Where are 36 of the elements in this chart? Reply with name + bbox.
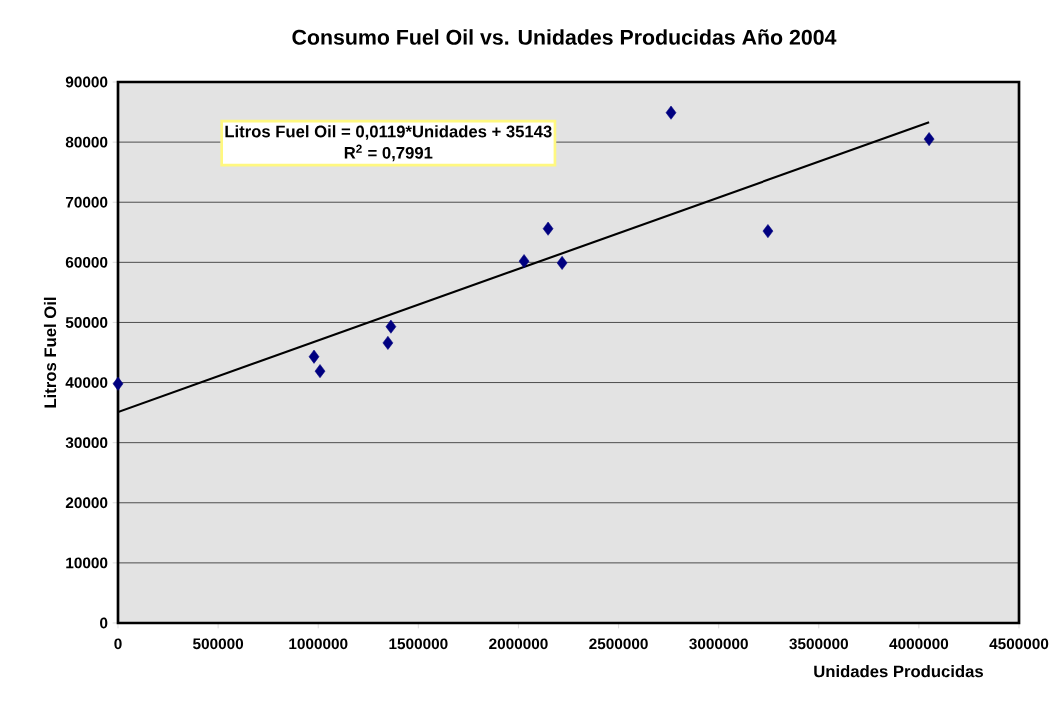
point (385, 319, 397, 334)
x-tick-label: 4000000 (889, 638, 949, 650)
annotation: R$^{2}$ = 0,7991 (344, 144, 433, 162)
point (665, 105, 677, 120)
point (314, 364, 326, 379)
x-tick-label: 1000000 (289, 638, 348, 650)
x-tick-label: 0 (114, 638, 122, 650)
x-tick-label: 3000000 (689, 638, 748, 650)
y-tick-label: 0 (100, 617, 108, 629)
point (542, 221, 554, 236)
point (923, 132, 935, 147)
annotation: Litros Fuel Oil = 0,0119*Unidades + 35143 (225, 125, 552, 140)
y-tick-label: 40000 (65, 377, 108, 388)
x-tick-label: 2000000 (489, 638, 548, 650)
point (762, 224, 774, 239)
y-axis-title: Litros Fuel Oil (43, 297, 57, 408)
point (308, 349, 320, 364)
y-tick-label: 60000 (65, 256, 108, 268)
y-tick-label: 70000 (65, 196, 108, 208)
y-tick-label: 90000 (65, 76, 108, 88)
point (382, 335, 394, 350)
x-tick-label: 1500000 (389, 638, 448, 650)
point (556, 256, 568, 270)
x-tick-label: 3500000 (789, 638, 848, 650)
point (518, 254, 530, 269)
x-tick-label: 4500000 (989, 638, 1049, 650)
chart-title: Consumo Fuel Oil vs. Unidades Producidas Año 2004 (292, 29, 837, 45)
x-tick-label: 500000 (193, 638, 244, 650)
x-tick-label: 2500000 (589, 638, 648, 650)
point (112, 376, 124, 391)
y-tick-label: 10000 (66, 557, 108, 569)
y-tick-label: 20000 (65, 497, 108, 509)
y-tick-label: 30000 (65, 437, 108, 449)
y-tick-label: 80000 (65, 136, 108, 148)
y-tick-label: 50000 (65, 317, 108, 328)
x-axis-title: Unidades Producidas (814, 665, 983, 678)
